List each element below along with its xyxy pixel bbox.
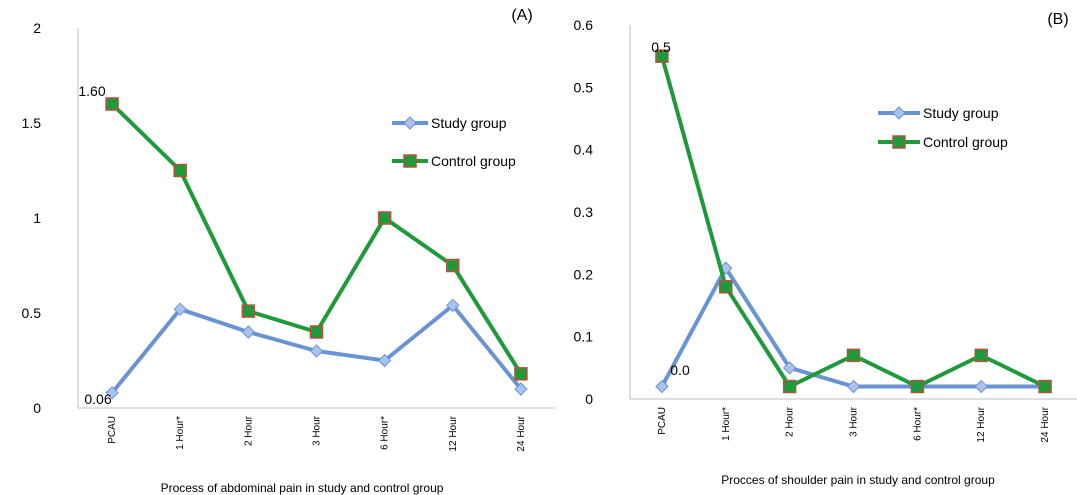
- x-tick-label: 3 Hour: [312, 415, 323, 446]
- control-group-point: [655, 49, 669, 63]
- control-group-point: [974, 348, 988, 363]
- control-group-point: [514, 367, 528, 381]
- x-tick-label: PCAU: [107, 416, 118, 444]
- control-group-point: [782, 379, 797, 394]
- legend-marker-control: [892, 135, 906, 149]
- data-label: 0.5: [651, 39, 671, 55]
- x-tick-label: 2 Hour: [243, 415, 254, 446]
- x-tick-label: 6 Hour*: [912, 407, 923, 441]
- legend-marker-study: [403, 116, 417, 130]
- control-group-point: [105, 97, 119, 111]
- study-group-point: [514, 382, 528, 396]
- legend-marker-study: [892, 106, 906, 120]
- x-tick-label: 1 Hour*: [175, 416, 186, 450]
- study-group-point: [309, 344, 324, 358]
- panel-label: (B): [1047, 11, 1068, 28]
- data-label: 0.0: [670, 362, 690, 378]
- y-tick-label: 0.4: [574, 142, 594, 158]
- x-tick-label: 24 Hour: [1040, 406, 1051, 442]
- y-tick-label: 0: [585, 391, 593, 407]
- panel-label: (A): [511, 7, 532, 24]
- legend-marker-control: [403, 154, 417, 168]
- study-group-point: [105, 386, 119, 400]
- study-group-point: [377, 353, 392, 368]
- x-axis-title: Process of abdominal pain in study and c…: [161, 481, 444, 495]
- study-group-point: [846, 379, 861, 394]
- study-group-point: [974, 379, 988, 394]
- control-group-point: [1038, 379, 1052, 394]
- study-group-point: [782, 361, 797, 375]
- y-tick-label: 1.5: [22, 115, 42, 131]
- x-tick-label: 2 Hour: [785, 406, 796, 437]
- x-tick-label: 1 Hour*: [721, 407, 732, 441]
- control-group-point: [377, 211, 392, 225]
- y-tick-label: 2: [33, 20, 41, 36]
- x-tick-label: PCAU: [657, 407, 668, 435]
- study-group-point: [446, 298, 460, 313]
- chart-abdominal-pain: 0 0.5 1 1.5 2 PCAU 1 Hour* 2 Hour 3 Hour 6 Hour* 1…: [22, 7, 555, 495]
- y-tick-label: 0.5: [22, 305, 42, 321]
- y-tick-label: 0.1: [574, 329, 594, 345]
- x-tick-label: 24 Hour: [516, 415, 527, 451]
- control-group-point: [446, 258, 460, 273]
- x-axis-title: Procces of shoulder pain in study and co…: [721, 473, 995, 487]
- control-group-point: [846, 348, 861, 363]
- data-label: 0.06: [84, 391, 111, 407]
- legend-label: Study group: [431, 115, 507, 131]
- legend-label: Control group: [431, 153, 516, 169]
- y-tick-label: 0.6: [574, 17, 594, 33]
- chart-shoulder-pain: 0 0.1 0.2 0.3 0.4 0.5 0.6 PCAU 1 Hour* 2 Hour 3 Ho…: [574, 11, 1077, 487]
- control-group-point: [309, 325, 324, 339]
- x-tick-label: 3 Hour: [849, 406, 860, 437]
- control-group-point: [910, 379, 925, 394]
- y-tick-label: 0.5: [574, 79, 594, 95]
- data-label: 1.60: [78, 83, 105, 99]
- legend-label: Study group: [923, 105, 999, 121]
- legend-label: Control group: [923, 134, 1008, 150]
- x-tick-label: 6 Hour*: [380, 416, 391, 450]
- control-group-point: [719, 280, 733, 294]
- y-tick-label: 0.3: [574, 204, 594, 220]
- y-tick-label: 0: [33, 400, 41, 416]
- control-group-point: [241, 304, 256, 318]
- study-group-point: [655, 379, 669, 394]
- x-tick-label: 12 Hour: [448, 415, 459, 451]
- study-group-point: [173, 302, 187, 316]
- y-tick-label: 0.2: [574, 266, 594, 282]
- y-tick-label: 1: [33, 210, 41, 226]
- study-group-point: [241, 325, 256, 339]
- x-tick-label: 12 Hour: [976, 406, 987, 442]
- control-group-point: [173, 163, 187, 178]
